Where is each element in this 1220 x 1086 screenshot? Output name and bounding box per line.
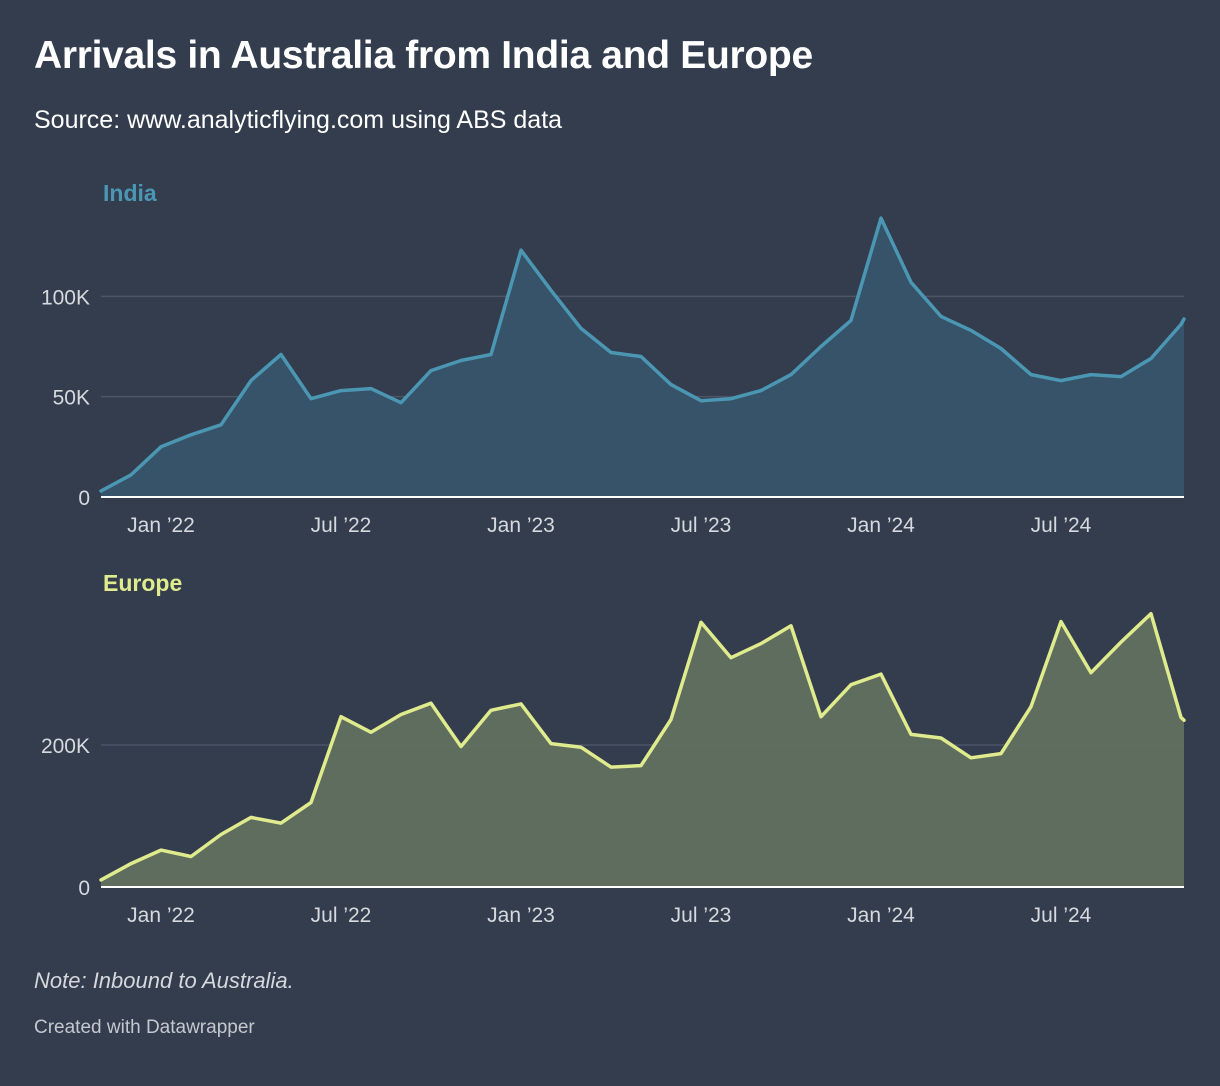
series-line-india — [99, 216, 1186, 493]
x-tick-label: Jan ’23 — [487, 514, 555, 537]
chart-title: Arrivals in Australia from India and Eur… — [34, 34, 813, 77]
y-tick-label: 100K — [41, 286, 90, 309]
area-india — [101, 218, 1184, 497]
chart-subtitle: Source: www.analyticflying.com using ABS… — [34, 106, 563, 134]
x-tick-label: Jul ’23 — [671, 514, 732, 537]
x-tick-label: Jan ’22 — [127, 904, 195, 927]
panel-title-europe: Europe — [103, 570, 182, 596]
x-tick-label: Jul ’24 — [1031, 514, 1092, 537]
x-tick-label: Jan ’24 — [847, 514, 915, 537]
panel-europe: Europe 0 200K Jan ’22 Jul ’22 Jan ’23 Jul ’23 J… — [41, 570, 1186, 927]
x-tick-label: Jul ’22 — [311, 904, 372, 927]
panel-title-india: India — [103, 180, 157, 206]
x-tick-label: Jul ’23 — [671, 904, 732, 927]
x-tick-label: Jan ’24 — [847, 904, 915, 927]
credit-line: Created with Datawrapper — [34, 1017, 255, 1038]
x-tick-label: Jul ’22 — [311, 514, 372, 537]
y-tick-label: 50K — [53, 387, 90, 410]
area-europe — [101, 613, 1184, 887]
x-tick-label: Jul ’24 — [1031, 904, 1092, 927]
series-line-europe — [99, 611, 1186, 882]
y-tick-label: 0 — [78, 877, 90, 900]
footnote: Note: Inbound to Australia. — [34, 968, 294, 993]
y-tick-label: 0 — [78, 487, 90, 510]
y-tick-label: 200K — [41, 735, 90, 758]
x-tick-label: Jan ’23 — [487, 904, 555, 927]
panel-india: India 0 50K 100K Jan ’22 Jul ’22 Jan ’23 Jul ’2… — [41, 180, 1186, 537]
x-tick-label: Jan ’22 — [127, 514, 195, 537]
